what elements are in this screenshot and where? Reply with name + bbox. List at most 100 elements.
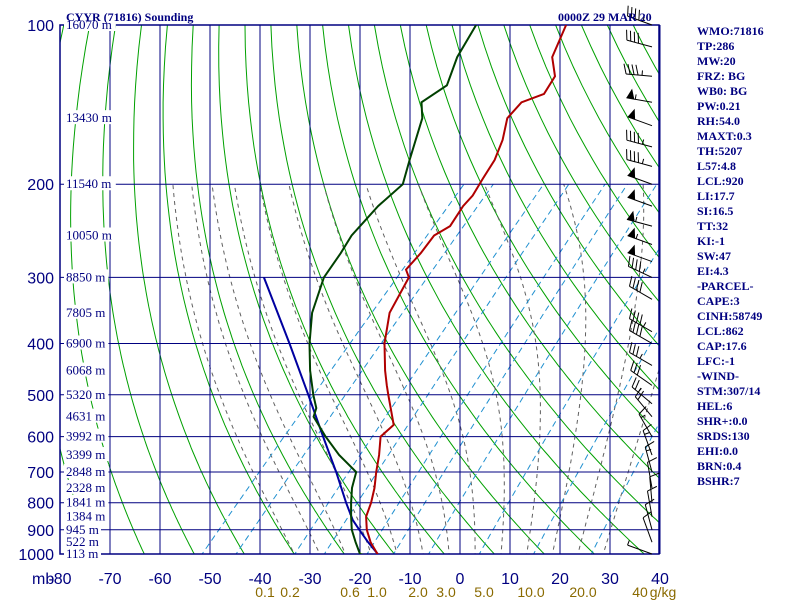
wind-barb-feather xyxy=(638,261,642,272)
height-labels: 16070 m 13430 m 11540 m 10050 m 8850 m 7805 m… xyxy=(64,17,116,561)
wind-barb-feather xyxy=(627,64,631,75)
pressure-tick-label: 100 xyxy=(27,18,54,35)
dry-adiabat xyxy=(133,25,245,554)
moist-adiabat xyxy=(259,184,398,554)
height-label: 6068 m xyxy=(66,363,105,378)
wind-barb-pennant xyxy=(627,244,636,256)
stat-item: TT:32 xyxy=(697,219,729,233)
stat-item: WB0: BG xyxy=(697,84,748,98)
wind-barb-staff xyxy=(629,318,653,333)
mixing-ratio-label: 0.1 xyxy=(255,584,275,600)
wind-barb-feather xyxy=(642,423,652,432)
dry-adiabat xyxy=(296,25,545,554)
height-label-bg xyxy=(64,447,109,462)
moist-adiabat xyxy=(233,184,372,554)
height-label-bg xyxy=(64,534,101,549)
stat-item: EI:4.3 xyxy=(697,264,729,278)
wind-barb xyxy=(626,210,653,227)
stat-item: RH:54.0 xyxy=(697,114,740,128)
temperature-tick-label: -10 xyxy=(398,571,421,588)
height-label: 8850 m xyxy=(66,269,105,284)
temperature-trace xyxy=(365,25,568,554)
wind-barb-feather xyxy=(634,8,637,19)
wind-barb-pennant xyxy=(627,189,636,200)
stat-item: LCL:862 xyxy=(697,324,744,338)
dry-adiabat xyxy=(102,25,195,554)
wind-barb-staff xyxy=(644,504,653,530)
wind-barb xyxy=(626,29,653,48)
wind-barb xyxy=(638,406,653,437)
wind-barb-half-feather xyxy=(635,216,638,222)
wind-barb xyxy=(642,511,653,543)
height-label: 1384 m xyxy=(66,509,105,524)
wind-barb-half-feather xyxy=(642,16,645,22)
wind-barb xyxy=(626,149,653,167)
wind-barb xyxy=(631,377,653,405)
wind-barb-pennant xyxy=(627,227,636,239)
dry-adiabat xyxy=(218,25,395,554)
wind-barb-staff xyxy=(631,386,653,405)
wind-barb-feather xyxy=(639,282,643,293)
wind-barb-feather xyxy=(634,379,640,390)
wind-barb xyxy=(627,167,653,185)
stat-item: FRZ: BG xyxy=(697,69,746,83)
wind-barb-staff xyxy=(629,285,653,300)
height-label: 13430 m xyxy=(66,110,112,125)
stat-item: SI:16.5 xyxy=(697,204,734,218)
moist-adiabat xyxy=(577,184,645,554)
height-label: 522 m xyxy=(66,534,99,549)
mixing-ratio-label: 5.0 xyxy=(474,584,494,600)
height-label-bg xyxy=(64,546,101,560)
wind-barb-feather xyxy=(645,441,655,448)
dry-adiabat xyxy=(70,25,145,554)
wind-barb-feather xyxy=(632,322,636,333)
dry-adiabat xyxy=(270,25,495,554)
wind-barb-feather xyxy=(635,324,640,335)
height-label: 1841 m xyxy=(66,495,105,510)
wind-barb-staff xyxy=(646,462,653,488)
temperature-tick-label: 30 xyxy=(601,571,619,588)
height-label: 6900 m xyxy=(66,335,105,350)
x-axis-unit: mb xyxy=(32,571,54,588)
mixing-ratio-label: 10.0 xyxy=(517,584,544,600)
temperature-tick-label: -40 xyxy=(248,571,271,588)
wind-barb-feather xyxy=(638,406,647,415)
mixing-ratio-label: 0.6 xyxy=(340,584,360,600)
wind-barb-feather xyxy=(639,314,643,325)
height-label-bg xyxy=(64,269,109,284)
pressure-tick-label: 200 xyxy=(27,177,54,194)
stat-item: LFC:-1 xyxy=(697,354,735,368)
wind-barb-feather xyxy=(639,326,643,337)
pressure-tick-label: 800 xyxy=(27,496,54,513)
pressure-tick-label: 900 xyxy=(27,523,54,540)
wind-barb-staff xyxy=(629,330,653,344)
wind-barb xyxy=(644,498,655,530)
height-label-bg xyxy=(64,386,109,401)
dry-adiabat xyxy=(2,25,49,565)
stat-item: EHI:0.0 xyxy=(697,444,739,458)
height-label-bg xyxy=(64,408,109,423)
wind-barb-feather xyxy=(628,320,633,331)
height-label-bg xyxy=(64,227,116,242)
temperature-tick-label: 10 xyxy=(501,571,519,588)
wind-barb xyxy=(623,63,653,77)
height-label: 11540 m xyxy=(66,176,111,191)
moist-adiabat xyxy=(323,184,450,554)
moist-adiabat xyxy=(602,367,659,554)
wind-barb-staff xyxy=(626,139,653,148)
dry-adiabat xyxy=(580,25,659,169)
wind-barb xyxy=(627,108,653,127)
height-label: 10050 m xyxy=(66,228,112,243)
stat-item: PW:0.21 xyxy=(697,99,741,113)
wind-barb-feather xyxy=(634,387,642,398)
wind-barb xyxy=(626,129,653,148)
wind-barb-half-feather xyxy=(642,268,646,274)
wind-barb-feather xyxy=(628,342,633,353)
height-label: 3399 m xyxy=(66,447,105,462)
moist-adiabat xyxy=(365,184,476,554)
wind-barb xyxy=(634,387,653,417)
stat-item: CAP:17.6 xyxy=(697,339,747,353)
wind-barb-feather xyxy=(627,5,629,17)
sounding-time: 0000Z 29 MAR 20 xyxy=(558,10,652,24)
